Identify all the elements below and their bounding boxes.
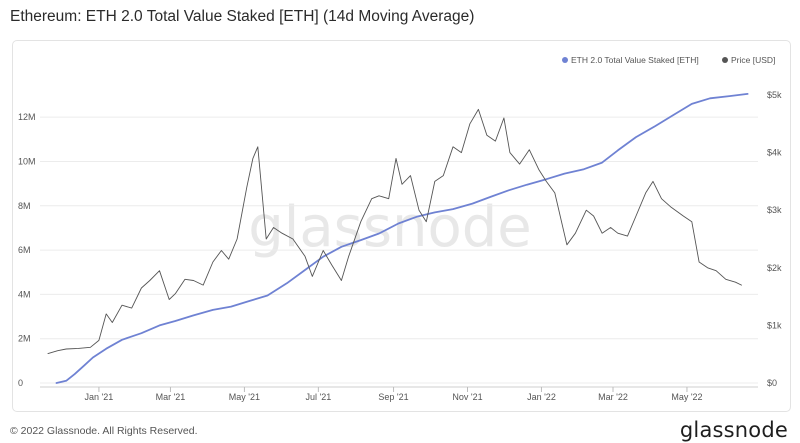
- y-right-tick-label: $4k: [767, 148, 782, 158]
- x-tick-label: Jan '21: [85, 392, 114, 402]
- x-tick-label: Mar '21: [156, 392, 186, 402]
- legend-swatch: [722, 57, 728, 63]
- x-tick-label: Jul '21: [306, 392, 332, 402]
- x-axis: Jan '21 Mar '21 May '21 Jul '21 Sep '21 Nov '…: [40, 386, 758, 402]
- glassnode-logo: glassnode: [679, 418, 788, 442]
- x-tick-label: Sep '21: [378, 392, 408, 402]
- y-left-tick-label: 0: [18, 378, 23, 388]
- y-right-tick-label: $5k: [767, 90, 782, 100]
- legend-item-price[interactable]: Price [USD]: [722, 55, 775, 65]
- y-right-tick-label: $1k: [767, 320, 782, 330]
- y-left-tick-label: 8M: [18, 201, 31, 211]
- legend-label: Price [USD]: [731, 55, 775, 65]
- y-right-tick-label: $3k: [767, 205, 782, 215]
- x-tick-label: Jan '22: [527, 392, 556, 402]
- y-right-tick-label: $2k: [767, 263, 782, 273]
- staked-series-line[interactable]: [55, 93, 749, 384]
- price-series-line[interactable]: [47, 108, 742, 355]
- y-left-tick-label: 12M: [18, 112, 36, 122]
- chart-panel: [12, 40, 791, 412]
- x-tick-label: May '22: [671, 392, 702, 402]
- y-left-tick-label: 6M: [18, 245, 31, 255]
- y-right-tick-label: $0: [767, 378, 777, 388]
- legend: ETH 2.0 Total Value Staked [ETH] Price [U…: [562, 55, 775, 65]
- y-left-tick-label: 2M: [18, 334, 31, 344]
- legend-label: ETH 2.0 Total Value Staked [ETH]: [571, 55, 699, 65]
- x-tick-label: Nov '21: [452, 392, 482, 402]
- page-title: Ethereum: ETH 2.0 Total Value Staked [ET…: [10, 8, 475, 25]
- series-lines: [47, 93, 749, 384]
- y-axis-right: $0 $1k $2k $3k $4k $5k: [767, 90, 782, 388]
- copyright-text: © 2022 Glassnode. All Rights Reserved.: [10, 425, 198, 437]
- x-tick-label: May '21: [229, 392, 260, 402]
- y-left-tick-label: 4M: [18, 289, 31, 299]
- y-axis-left: 0 2M 4M 6M 8M 10M 12M: [18, 112, 36, 388]
- x-tick-label: Mar '22: [598, 392, 628, 402]
- gridlines: [40, 116, 758, 384]
- y-left-tick-label: 10M: [18, 156, 36, 166]
- legend-item-staked[interactable]: ETH 2.0 Total Value Staked [ETH]: [562, 55, 699, 65]
- legend-swatch: [562, 57, 568, 63]
